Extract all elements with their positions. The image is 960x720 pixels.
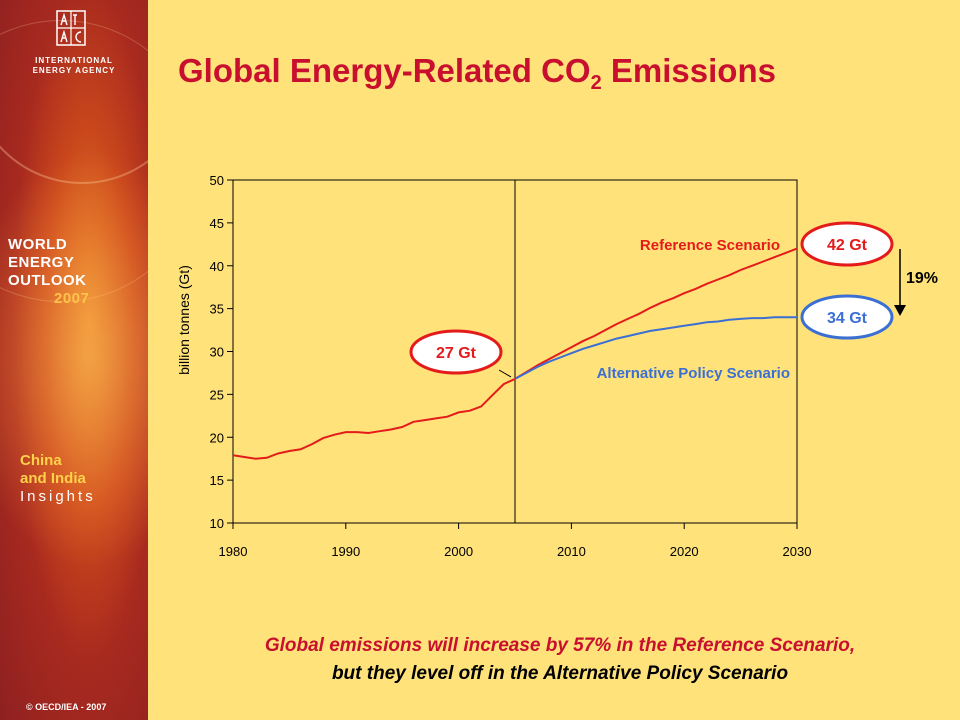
annotation-34gt-bubble	[800, 294, 894, 340]
y-tick-label: 10	[210, 516, 224, 531]
annotation-27gt-pointer	[498, 369, 512, 378]
insights-line1: China	[20, 452, 62, 469]
chart-ticks: 10 15 20 25 30 35 40 45 50 1980 1990 2000 2010 2020 20…	[176, 173, 811, 559]
y-tick-label: 45	[210, 216, 224, 231]
title-end: Emissions	[601, 52, 776, 89]
x-tick-label: 1980	[219, 544, 248, 559]
insights-line2: and India	[20, 470, 86, 487]
copyright-notice: © OECD/IEA - 2007	[26, 702, 107, 712]
annotation-42gt-bubble	[800, 221, 894, 267]
y-tick-label: 40	[210, 259, 224, 274]
chart-axes	[232, 179, 798, 524]
weo-line3: OUTLOOK	[8, 272, 87, 289]
insights-brand: China and India Insights	[20, 452, 96, 506]
series-line-alternative	[514, 316, 797, 380]
annotation-42gt-label: 42 Gt	[827, 237, 868, 254]
y-tick-label: 20	[210, 430, 224, 445]
y-tick-label: 30	[210, 345, 224, 360]
caption-line1: Global emissions will increase by 57% in…	[264, 635, 856, 656]
series-label-reference: Reference Scenario	[640, 237, 780, 254]
caption: Global emissions will increase by 57% in…	[160, 632, 960, 688]
weo-line1: WORLD	[8, 236, 68, 253]
chart-lines	[232, 247, 798, 460]
insights-line3: Insights	[20, 488, 96, 505]
title-main: Global Energy-Related CO	[178, 52, 591, 89]
org-name-line2: ENERGY AGENCY	[32, 66, 116, 75]
y-tick-label: 25	[210, 387, 224, 402]
y-axis-label: billion tonnes (Gt)	[176, 265, 192, 375]
sidebar-banner: INTERNATIONAL ENERGY AGENCY WORLD ENERGY…	[0, 0, 148, 720]
annotation-34gt-label: 34 Gt	[827, 310, 868, 327]
page-title: Global Energy-Related CO2 Emissions	[178, 52, 776, 95]
caption-line2: but they level off in the Alternative Po…	[331, 663, 789, 684]
reduction-percent-label: 19%	[906, 270, 938, 287]
y-tick-label: 35	[210, 302, 224, 317]
x-tick-label: 2010	[557, 544, 586, 559]
x-tick-label: 2030	[783, 544, 812, 559]
weo-line2: ENERGY	[8, 254, 75, 271]
annotation-27gt-bubble	[409, 329, 503, 375]
y-tick-label: 50	[210, 173, 224, 188]
reduction-arrow-head	[894, 305, 906, 316]
x-tick-label: 2000	[444, 544, 473, 559]
iea-logo-icon	[56, 10, 86, 46]
series-label-alternative: Alternative Policy Scenario	[597, 365, 790, 382]
annotation-27gt-label: 27 Gt	[436, 345, 477, 362]
weo-year: 2007	[54, 290, 90, 307]
x-tick-label: 1990	[331, 544, 360, 559]
weo-brand: WORLD ENERGY OUTLOOK 2007	[8, 236, 89, 308]
chart-annotations: Reference Scenario Alternative Policy Sce…	[409, 221, 938, 382]
x-tick-label: 2020	[670, 544, 699, 559]
y-tick-label: 15	[210, 473, 224, 488]
org-name-line1: INTERNATIONAL	[35, 56, 113, 65]
title-subscript: 2	[590, 72, 602, 94]
